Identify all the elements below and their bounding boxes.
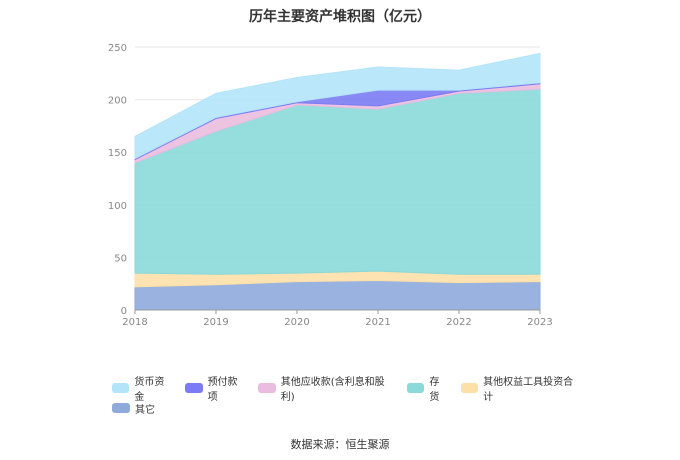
legend-label: 预付款项 bbox=[207, 377, 238, 403]
axes: 0 50 100 150 200 250 2018 2019 2020 2021 2022 2023 bbox=[108, 43, 553, 328]
legend-swatch bbox=[460, 383, 479, 393]
legend-swatch bbox=[406, 383, 425, 393]
legend-row-2: 其它 bbox=[112, 398, 592, 418]
y-tick-label: 200 bbox=[108, 96, 127, 107]
y-tick-label: 250 bbox=[108, 43, 127, 54]
source-note: 数据来源：恒生聚源 bbox=[290, 438, 390, 451]
area-series bbox=[134, 52, 541, 311]
legend-row-1: 货币资金 预付款项 其他应收款(含利息和股利) 存货 其他权益工具投资合计 bbox=[112, 377, 592, 403]
legend-swatch bbox=[112, 383, 130, 393]
stacked-area-chart: 0 50 100 150 200 250 2018 2019 2020 2021 2022 2023 bbox=[108, 43, 553, 328]
legend-label: 其他应收款(含利息和股利) bbox=[280, 377, 385, 403]
legend-label: 存货 bbox=[429, 377, 440, 403]
legend-label: 其它 bbox=[135, 404, 155, 416]
legend-item-inventory[interactable]: 存货 bbox=[406, 373, 449, 403]
legend-item-other-receivables[interactable]: 其他应收款(含利息和股利) bbox=[258, 373, 395, 403]
y-tick-label: 150 bbox=[108, 148, 127, 159]
legend-label: 货币资金 bbox=[134, 377, 165, 403]
y-tick-label: 100 bbox=[108, 201, 127, 212]
x-tick-label: 2019 bbox=[203, 317, 228, 328]
legend-swatch bbox=[185, 383, 203, 393]
area-5 bbox=[134, 52, 541, 160]
legend: 货币资金 预付款项 其他应收款(含利息和股利) 存货 其他权益工具投资合计 其它 bbox=[112, 377, 592, 418]
x-tick-label: 2020 bbox=[284, 317, 309, 328]
legend-item-prepayments[interactable]: 预付款项 bbox=[185, 373, 246, 403]
legend-swatch bbox=[112, 403, 130, 413]
x-tick-label: 2021 bbox=[365, 317, 390, 328]
x-tick-label: 2023 bbox=[527, 317, 552, 328]
legend-item-other[interactable]: 其它 bbox=[112, 401, 155, 416]
legend-label: 其他权益工具投资合计 bbox=[483, 377, 574, 403]
legend-item-cash[interactable]: 货币资金 bbox=[112, 373, 173, 403]
x-tick-label: 2018 bbox=[122, 317, 147, 328]
y-tick-label: 50 bbox=[114, 253, 127, 264]
legend-swatch bbox=[258, 383, 276, 393]
y-tick-label: 0 bbox=[121, 306, 127, 317]
chart-title: 历年主要资产堆积图（亿元） bbox=[249, 9, 431, 25]
legend-item-other-equity-investments[interactable]: 其他权益工具投资合计 bbox=[460, 373, 580, 403]
x-tick-label: 2022 bbox=[446, 317, 471, 328]
